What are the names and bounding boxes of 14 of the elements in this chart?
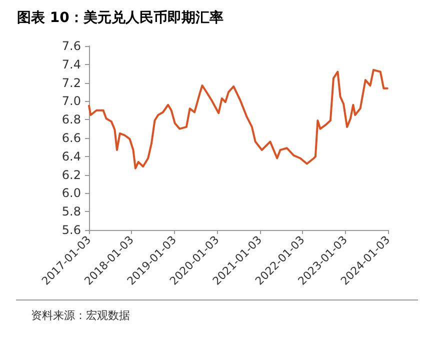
y-tick-label: 7.4 (62, 57, 81, 72)
y-tick-label: 6.0 (62, 186, 81, 200)
y-tick-label: 6.2 (62, 168, 81, 182)
y-tick-label: 7.0 (62, 94, 81, 108)
y-tick-label: 7.6 (62, 39, 81, 53)
y-tick-label: 6.4 (62, 149, 81, 164)
y-tick-label: 5.6 (62, 223, 81, 237)
line-series (88, 68, 388, 170)
y-tick-label: 5.8 (62, 204, 81, 219)
chart-title: 图表 10：美元兑人民币即期汇率 (17, 9, 224, 26)
text: 资料来源：宏观数据 (31, 309, 130, 322)
y-tick-label: 6.8 (62, 112, 81, 127)
y-tick-label: 7.2 (62, 76, 81, 90)
y-tick-label: 6.6 (62, 131, 81, 145)
